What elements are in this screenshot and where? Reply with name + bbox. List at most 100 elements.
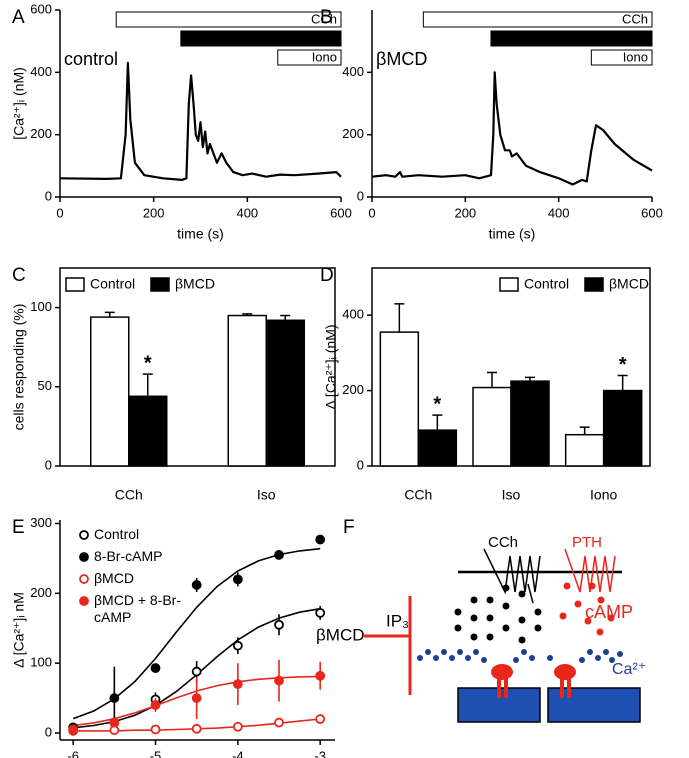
- x-tick-label: 400: [236, 205, 258, 220]
- point: [274, 550, 284, 560]
- treatment-label: Isoproterenol: [572, 30, 648, 45]
- point: [232, 679, 243, 690]
- point: [68, 724, 79, 735]
- point: [232, 721, 243, 732]
- x-tick-label: -5: [150, 748, 162, 758]
- bar: [602, 389, 643, 467]
- panel-letter: C: [12, 265, 26, 286]
- bar: [510, 380, 550, 467]
- x-tick-label: -3: [314, 748, 326, 758]
- x-tick-label: Iso: [502, 487, 521, 503]
- x-tick-label: Iono: [590, 487, 617, 503]
- receptor-link: [527, 583, 534, 604]
- point: [274, 619, 284, 630]
- legend-marker: [79, 552, 89, 562]
- treatment-label: Iono: [312, 49, 337, 64]
- y-axis-label: cells responding (%): [11, 304, 27, 431]
- y-tick-label: 0: [45, 724, 52, 739]
- legend-label: βMCD: [609, 276, 649, 292]
- treatment-bar: [277, 49, 342, 66]
- pth-receptor: [564, 548, 616, 593]
- legend-entry: βMCD + 8-Br-cAMP: [94, 592, 181, 625]
- ip3-label: IP₃: [386, 611, 409, 630]
- x-tick-label: Iso: [257, 487, 276, 503]
- x-tick-label: 400: [548, 205, 570, 220]
- point: [150, 663, 161, 673]
- y-tick-label: 600: [30, 1, 52, 16]
- x-tick-label: CCh: [115, 487, 143, 503]
- panel-letter: B: [320, 7, 333, 28]
- point: [109, 717, 120, 728]
- point: [274, 717, 284, 728]
- point: [315, 714, 326, 724]
- condition-label: βMCD: [376, 49, 427, 69]
- cch-label: CCh: [488, 534, 518, 551]
- treatment-bar: [490, 30, 653, 47]
- camp-label: cAMP: [585, 602, 633, 622]
- legend-label: Control: [524, 276, 569, 292]
- calcium-dots: [417, 649, 623, 663]
- camp-dots: [559, 582, 615, 636]
- y-tick-label: 0: [45, 457, 52, 472]
- bar: [227, 314, 267, 467]
- y-tick-label: 200: [342, 382, 364, 397]
- diagram-f: F CCh PTH IP₃ cAMP βMCD Ca²⁺: [316, 517, 646, 723]
- y-tick-label: 200: [30, 126, 52, 141]
- point: [109, 693, 120, 703]
- panel-1: 0 200 400 0 200 400 600 time (s) B CCh Isoproteren…: [320, 7, 663, 242]
- legend-swatch: [499, 277, 519, 292]
- panel-0: 0 200 400 600 0 200 400 600 [Ca²⁺]ᵢ (nM) time (s)…: [11, 1, 352, 241]
- point: [150, 724, 161, 735]
- y-tick-label: 100: [30, 655, 52, 670]
- x-tick-label: 600: [330, 205, 352, 220]
- significance: *: [433, 393, 441, 415]
- significance: *: [619, 354, 627, 376]
- point: [315, 534, 326, 545]
- treatment-bar: [422, 11, 653, 28]
- panel-letter: E: [12, 517, 25, 538]
- y-tick-label: 400: [30, 64, 52, 79]
- y-tick-label: 0: [45, 188, 52, 203]
- treatment-bar: [180, 30, 342, 47]
- calcium-label: Ca²⁺: [612, 661, 646, 678]
- bar: [379, 331, 420, 467]
- bar: [128, 395, 168, 467]
- bar: [265, 319, 305, 467]
- trace: [371, 71, 653, 186]
- y-tick-label: 50: [38, 378, 52, 393]
- pth-label: PTH: [572, 534, 602, 551]
- y-axis-label: Δ [Ca²⁺]ᵢ nM: [11, 592, 27, 668]
- legend-swatch: [150, 277, 170, 292]
- x-tick-label: -6: [67, 748, 79, 758]
- legend-label: Control: [90, 276, 135, 292]
- y-tick-label: 400: [342, 64, 364, 79]
- x-tick-label: CCh: [404, 487, 432, 503]
- treatment-label: Iono: [623, 49, 648, 64]
- treatment-label: Isoproterenol: [261, 30, 337, 45]
- y-tick-label: 200: [30, 585, 52, 600]
- x-tick-label: 200: [143, 205, 165, 220]
- point: [315, 607, 326, 618]
- legend-entry: 8-Br-cAMP: [94, 548, 163, 564]
- significance: *: [144, 352, 152, 374]
- legend-label: βMCD: [175, 276, 215, 292]
- x-tick-label: 0: [368, 205, 375, 220]
- legend-label: 8-Br-cAMP: [94, 548, 163, 564]
- ip3-dots: [454, 584, 542, 644]
- panel-letter: D: [320, 265, 334, 286]
- x-axis-label: time (s): [489, 226, 536, 242]
- legend-marker: [79, 574, 89, 584]
- bar: [90, 316, 130, 467]
- y-axis-label: Δ [Ca²⁺]ᵢ (nM): [323, 324, 339, 409]
- x-tick-label: -4: [232, 748, 244, 758]
- point: [232, 640, 243, 651]
- x-tick-label: 200: [454, 205, 476, 220]
- y-tick-label: 200: [342, 126, 364, 141]
- legend-marker: [79, 596, 89, 606]
- point: [191, 723, 202, 734]
- y-tick-label: 400: [342, 307, 364, 322]
